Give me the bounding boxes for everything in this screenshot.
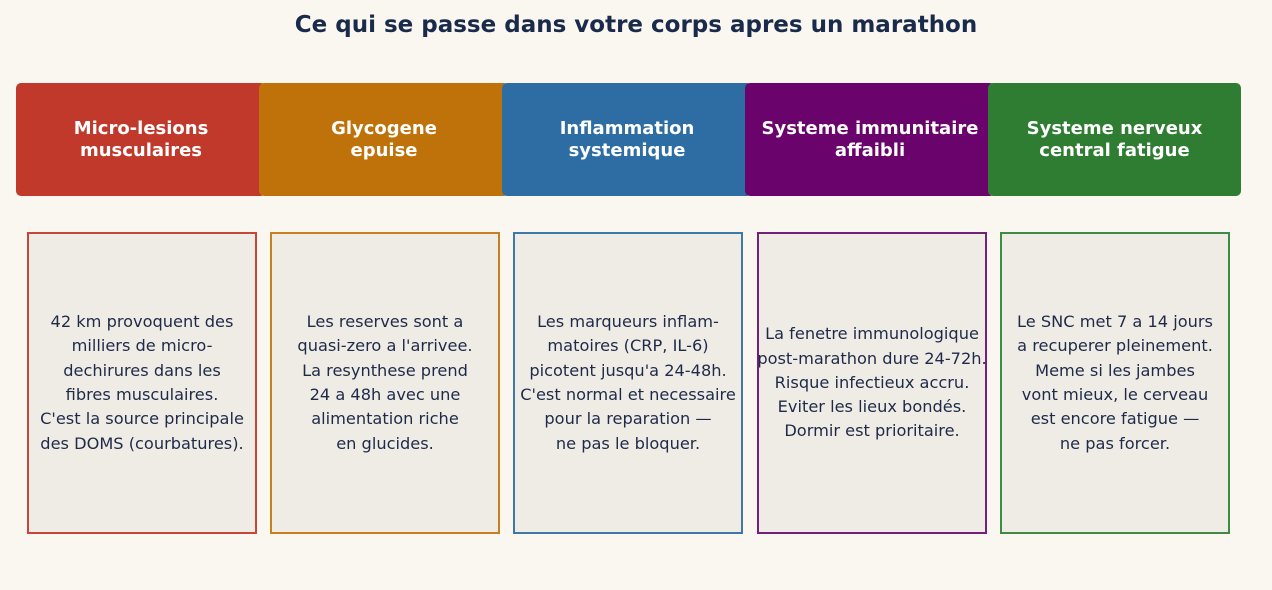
box-text: 42 km provoquent des milliers de micro- …: [40, 312, 244, 453]
box-nerveux: Le SNC met 7 a 14 jours a recuperer plei…: [1000, 232, 1230, 534]
box-micro-lesions: 42 km provoquent des milliers de micro- …: [27, 232, 257, 534]
page-title: Ce qui se passe dans votre corps apres u…: [294, 12, 978, 38]
box-glycogene: Les reserves sont a quasi-zero a l'arriv…: [270, 232, 500, 534]
header-label: Glycogene epuise: [331, 117, 437, 161]
box-immunitaire: La fenetre immunologique post-marathon d…: [757, 232, 987, 534]
header-micro-lesions: Micro-lesions musculaires: [16, 83, 266, 196]
header-nerveux: Systeme nerveux central fatigue: [988, 83, 1241, 196]
header-glycogene: Glycogene epuise: [259, 83, 509, 196]
header-immunitaire: Systeme immunitaire affaibli: [745, 83, 995, 196]
header-label: Inflammation systemique: [559, 117, 695, 161]
header-label: Micro-lesions musculaires: [73, 117, 209, 161]
header-inflammation: Inflammation systemique: [502, 83, 752, 196]
header-label: Systeme immunitaire affaibli: [761, 117, 979, 161]
box-inflammation: Les marqueurs inflam- matoires (CRP, IL-…: [513, 232, 743, 534]
header-label: Systeme nerveux central fatigue: [1026, 117, 1203, 161]
box-text: Le SNC met 7 a 14 jours a recuperer plei…: [1017, 312, 1213, 453]
box-text: Les marqueurs inflam- matoires (CRP, IL-…: [520, 312, 736, 453]
box-text: Les reserves sont a quasi-zero a l'arriv…: [297, 312, 473, 453]
box-text: La fenetre immunologique post-marathon d…: [757, 324, 987, 441]
